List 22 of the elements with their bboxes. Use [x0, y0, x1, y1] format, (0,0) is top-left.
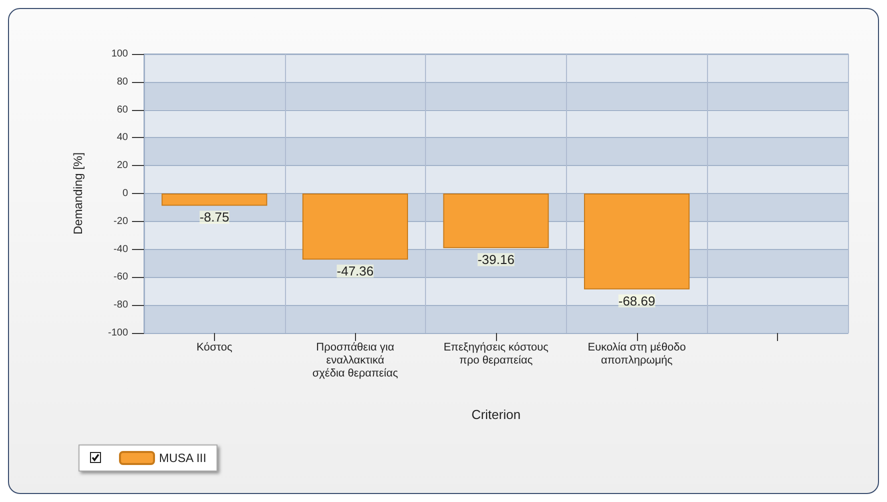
- y-tick-label: -80: [114, 300, 128, 311]
- x-tick-label: Κόστος: [196, 342, 232, 354]
- legend-label: MUSA III: [159, 451, 206, 465]
- x-axis-title: Criterion: [471, 407, 521, 422]
- x-tick-label: Επεξηγήσεις κόστους προ θεραπείας: [444, 342, 548, 366]
- y-tick-label: 20: [116, 160, 128, 172]
- y-tick-label: -40: [114, 244, 128, 255]
- y-tick-label: 80: [116, 76, 128, 88]
- y-tick-label: -60: [114, 272, 128, 283]
- data-label: -68.69: [618, 293, 656, 308]
- y-tick-label: 60: [116, 104, 128, 116]
- data-label: -8.75: [200, 210, 230, 225]
- data-label: -39.16: [478, 252, 514, 268]
- y-tick-label: -100: [108, 328, 128, 338]
- y-tick-label: 0: [122, 188, 128, 199]
- y-tick-label: 40: [116, 132, 128, 144]
- y-tick-label: 100: [111, 48, 128, 60]
- data-label: -47.36: [336, 264, 374, 279]
- x-tick-label: Ευκολία στη μέθοδο αποπληρωμής: [588, 342, 686, 366]
- y-tick-label: -20: [114, 216, 128, 227]
- y-axis-title: Demanding [%]: [71, 152, 85, 235]
- x-tick-label: Προσπάθεια για εναλλακτικά σχέδια θεραπείας: [312, 342, 398, 380]
